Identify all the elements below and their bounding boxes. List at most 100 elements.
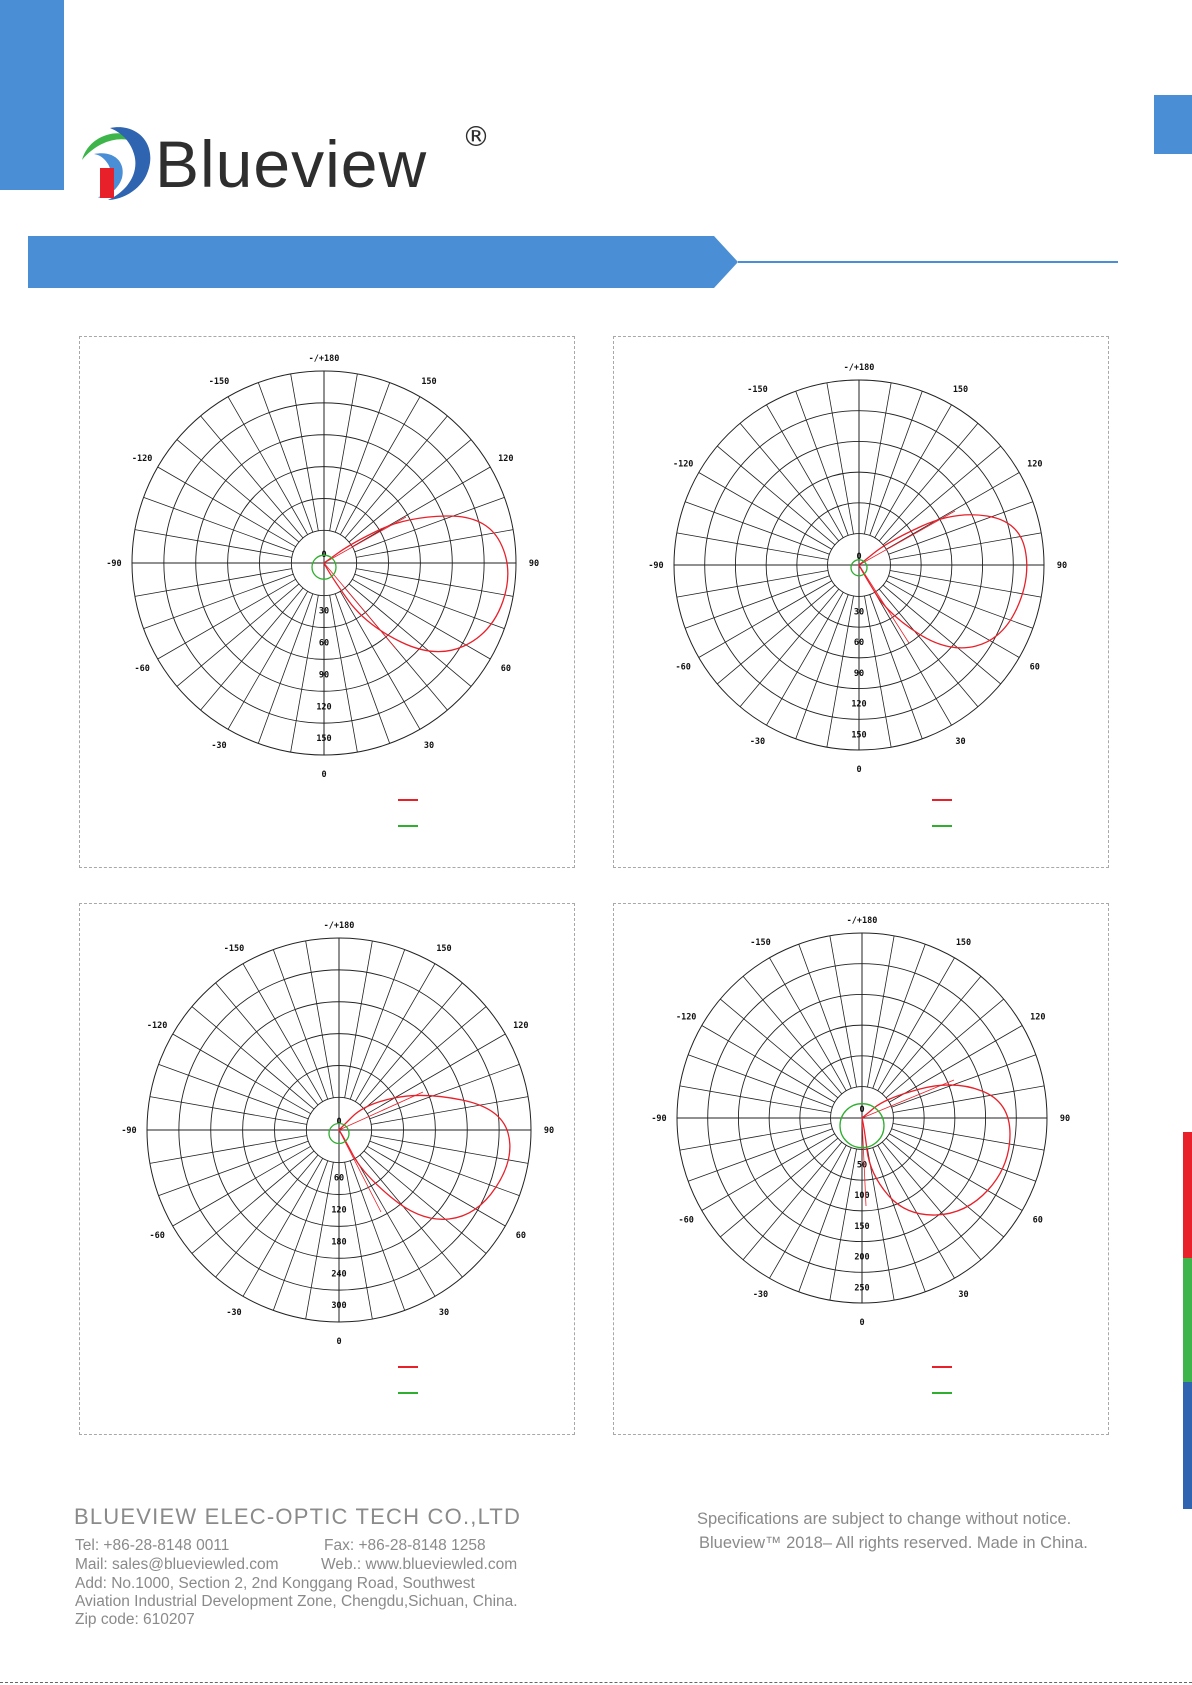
polar-spoke [769, 1145, 847, 1279]
polar-spoke [349, 1160, 406, 1311]
angle-label: -30 [753, 1290, 768, 1300]
rights-notice: Blueview™ 2018– All rights reserved. Mad… [699, 1534, 1088, 1552]
polar-grid [131, 370, 517, 756]
polar-spoke [134, 529, 292, 558]
angle-label: -90 [648, 561, 663, 571]
polar-spoke [826, 595, 854, 748]
polar-spoke [878, 588, 979, 707]
angle-label: -30 [750, 737, 765, 747]
left-accent-tab [0, 0, 64, 190]
angle-label: -60 [149, 1231, 164, 1241]
registered-mark: ® [462, 120, 490, 153]
contact-mail[interactable]: Mail: sales@blueviewled.com [75, 1556, 279, 1573]
polar-spoke [892, 1085, 1045, 1113]
polar-spoke [149, 1135, 307, 1164]
polar-chart-panel-3: -150 150 -120 120 -90 90 -60 60 -30 30 -/+180 0 0 60 1… [79, 903, 575, 1435]
polar-chart: -150 150 -120 120 -90 90 -60 60 -30 30 -/+180 0 0 60 1… [121, 921, 554, 1394]
polar-spoke [826, 382, 854, 535]
red-trace [323, 516, 407, 564]
polar-spoke [867, 1148, 895, 1301]
zip-code: Zip code: 610207 [75, 1611, 195, 1628]
polar-spoke [891, 1128, 1036, 1182]
radial-label: 150 [854, 1222, 869, 1232]
polar-spoke [877, 1145, 955, 1279]
radial-label: 300 [331, 1301, 346, 1311]
radial-label: 60 [319, 639, 329, 649]
color-stripe-blue [1183, 1382, 1192, 1509]
angle-label: -60 [679, 1216, 694, 1226]
header-rule [738, 261, 1118, 263]
polar-chart: -150 150 -120 120 -90 90 -60 60 -30 30 -/+180 0 0 30 6… [648, 363, 1067, 827]
polar-spoke [676, 570, 829, 598]
polar-spoke [685, 575, 830, 629]
green-intensity-curve [311, 554, 337, 580]
polar-spoke [305, 940, 334, 1098]
angle-label: -120 [676, 1013, 696, 1023]
polar-spoke [685, 501, 830, 555]
angle-label: 30 [439, 1308, 449, 1318]
polar-spoke [352, 466, 491, 548]
radial-label: 60 [854, 638, 864, 648]
radial-label: 240 [331, 1269, 346, 1279]
polar-spoke [798, 1147, 852, 1292]
angle-label: 60 [501, 664, 511, 674]
angle-label: 30 [958, 1290, 968, 1300]
polar-spoke [874, 404, 952, 538]
polar-spoke [356, 568, 514, 597]
angle-label-top: -/+180 [324, 921, 355, 931]
polar-spoke [172, 1033, 311, 1115]
angle-label: 120 [513, 1021, 528, 1031]
angle-label-top: -/+180 [847, 916, 878, 926]
radial-label: 200 [854, 1253, 869, 1263]
polar-spoke [367, 1145, 506, 1227]
angle-label-top: -/+180 [844, 363, 875, 373]
radial-label: 120 [316, 702, 331, 712]
polar-spoke [701, 1133, 835, 1211]
polar-spoke [869, 391, 923, 536]
polar-spoke [363, 1006, 487, 1110]
polar-spoke [717, 584, 836, 685]
polar-spoke [334, 593, 391, 744]
polar-spoke [200, 415, 304, 539]
polar-spoke [369, 1063, 520, 1120]
polar-spoke [892, 1123, 1045, 1151]
contact-web[interactable]: Web.: www.blueviewled.com [321, 1556, 518, 1573]
radial-label: 250 [854, 1283, 869, 1293]
polar-grid [146, 937, 532, 1323]
polar-chart-panel-2: -150 150 -120 120 -90 90 -60 60 -30 30 -/+180 0 0 30 6… [613, 336, 1109, 868]
polar-spoke [869, 594, 923, 739]
polar-spoke [290, 373, 319, 531]
polar-spoke [872, 1147, 926, 1292]
radial-label: 30 [854, 607, 864, 617]
polar-spoke [339, 591, 421, 730]
angle-label: 90 [544, 1126, 554, 1136]
polar-spoke [872, 944, 926, 1089]
angle-label: 90 [1057, 561, 1067, 571]
polar-spoke [769, 957, 847, 1091]
polar-spoke [698, 580, 832, 658]
polar-spoke [348, 583, 472, 687]
radial-label: 120 [851, 700, 866, 710]
polar-spoke [679, 1085, 832, 1113]
angle-label: 90 [529, 559, 539, 569]
radial-label: 150 [851, 730, 866, 740]
polar-spoke [329, 373, 358, 531]
green-intensity-curve [839, 1103, 885, 1149]
polar-spoke [344, 415, 448, 539]
polar-spoke [739, 588, 840, 707]
radial-label: 100 [854, 1191, 869, 1201]
polar-spoke [679, 1123, 832, 1151]
green-intensity-curve [850, 559, 868, 577]
angle-label: -150 [750, 938, 770, 948]
polar-spoke [290, 595, 319, 753]
polar-spoke [305, 1162, 334, 1320]
polar-spoke [881, 976, 982, 1095]
polar-spoke [698, 472, 832, 550]
polar-spoke [888, 575, 1033, 629]
polar-chart: -150 150 -120 120 -90 90 -60 60 -30 30 -/+180 0 0 50 1… [651, 916, 1070, 1394]
angle-label: -60 [676, 663, 691, 673]
red-intensity-curve [858, 514, 1028, 649]
polar-spoke [701, 1025, 835, 1103]
radial-label: 180 [331, 1237, 346, 1247]
polar-spoke [143, 496, 294, 553]
